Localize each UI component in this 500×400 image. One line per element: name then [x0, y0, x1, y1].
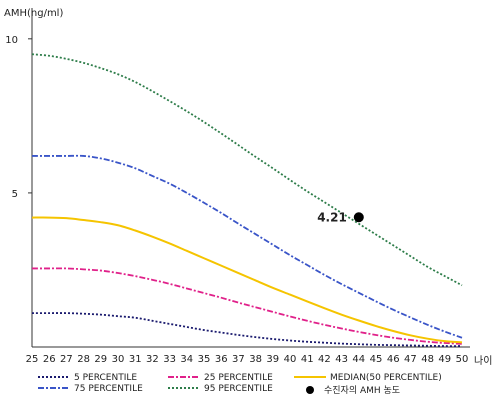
- series-line-5-percentile: [31, 312, 463, 347]
- legend-label: 75 PERCENTILE: [74, 384, 143, 394]
- x-tick-label: 26: [43, 354, 56, 365]
- x-tick-label: 49: [438, 354, 451, 365]
- legend-label: 수진자의 AMH 농도: [324, 385, 400, 396]
- x-tick-label: 29: [94, 354, 107, 365]
- legend-label: MEDIAN(50 PERCENTILE): [330, 373, 442, 383]
- series-line-95-percentile: [31, 53, 463, 287]
- y-tick-label: 5: [12, 189, 18, 200]
- x-tick-label: 37: [232, 354, 245, 365]
- x-tick-label: 33: [163, 354, 176, 365]
- patient-amh-value-label: 4.21: [317, 210, 347, 224]
- series-lines: [31, 53, 463, 347]
- series-line-25-percentile: [32, 267, 463, 345]
- x-tick-label: 44: [352, 354, 365, 365]
- x-tick-label: 48: [421, 354, 434, 365]
- x-tick-label: 25: [26, 354, 39, 365]
- legend: 5 PERCENTILE 25 PERCENTILE MEDIAN(50 PERCE…: [38, 373, 442, 396]
- axis-ticks: 25 26 27 28 29 30 31 32 33 34 35 36 37 38 39 40 41 42 43 44…: [5, 35, 468, 365]
- x-tick-label: 28: [77, 354, 90, 365]
- x-tick-label: 35: [198, 354, 211, 365]
- legend-label: 95 PERCENTILE: [204, 384, 273, 394]
- marked-points: 4.21: [317, 210, 364, 224]
- x-tick-label: 32: [146, 354, 159, 365]
- legend-label: 25 PERCENTILE: [204, 373, 273, 383]
- series-line-median-50-percentile-: [31, 216, 463, 344]
- legend-point-marker: [306, 386, 314, 394]
- x-tick-label: 50: [456, 354, 469, 365]
- patient-amh-point: [353, 212, 364, 223]
- x-axis-title: 나이: [474, 355, 492, 367]
- legend-label: 5 PERCENTILE: [74, 373, 137, 383]
- y-axis-title: AMH(ng/ml): [4, 8, 63, 19]
- x-tick-label: 47: [404, 354, 417, 365]
- x-tick-label: 45: [370, 354, 383, 365]
- x-tick-label: 43: [335, 354, 348, 365]
- x-tick-label: 38: [249, 354, 262, 365]
- x-tick-label: 34: [180, 354, 193, 365]
- x-tick-label: 27: [60, 354, 73, 365]
- series-line-75-percentile: [31, 154, 463, 339]
- x-tick-label: 39: [266, 354, 279, 365]
- x-tick-label: 36: [215, 354, 228, 365]
- x-tick-label: 40: [284, 354, 297, 365]
- x-tick-label: 42: [318, 354, 331, 365]
- x-tick-label: 30: [112, 354, 125, 365]
- x-tick-label: 31: [129, 354, 142, 365]
- y-tick-label: 10: [5, 35, 18, 46]
- axes: AMH(ng/ml) 나이: [4, 8, 492, 367]
- x-tick-label: 41: [301, 354, 314, 365]
- x-tick-label: 46: [387, 354, 400, 365]
